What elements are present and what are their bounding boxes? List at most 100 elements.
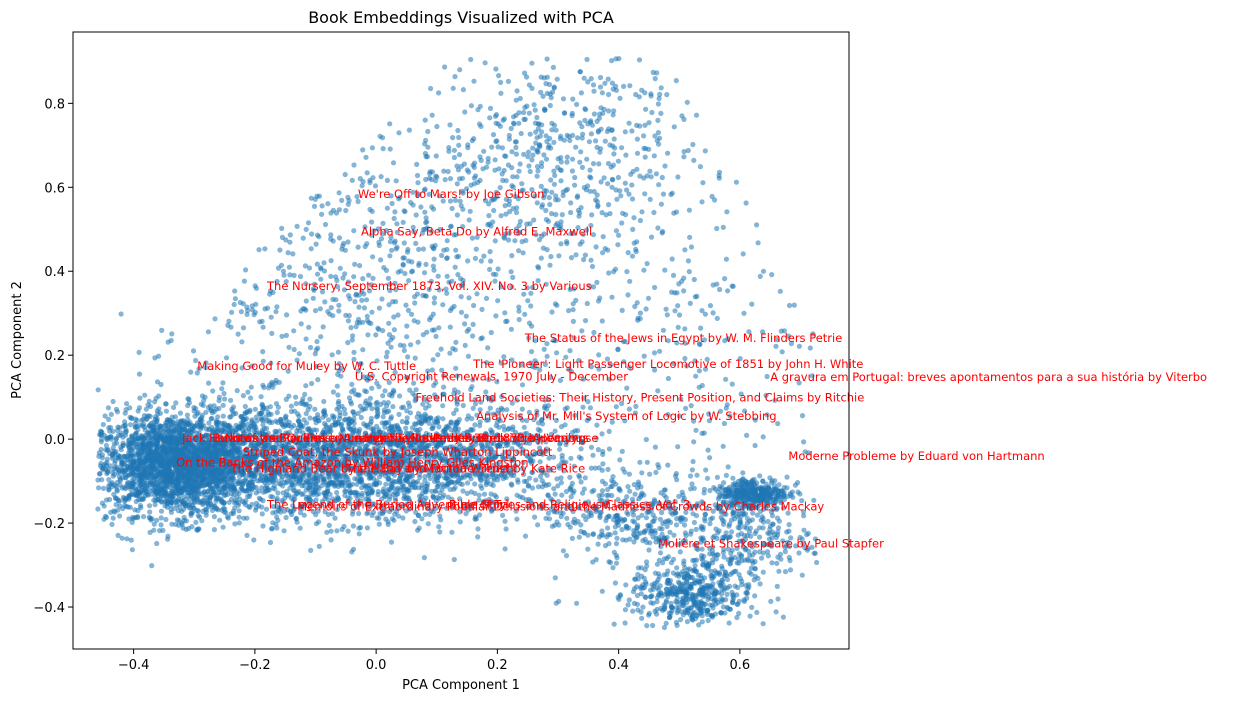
data-point xyxy=(481,491,488,497)
data-point xyxy=(157,528,163,534)
data-point xyxy=(184,412,190,418)
data-point xyxy=(148,420,154,426)
data-point xyxy=(103,497,110,503)
data-point xyxy=(215,414,221,420)
data-point xyxy=(283,413,289,419)
data-point xyxy=(245,389,251,395)
data-point xyxy=(110,515,116,521)
data-point xyxy=(106,477,112,483)
data-point xyxy=(416,525,422,531)
data-point xyxy=(297,525,303,531)
data-point xyxy=(154,476,160,483)
data-point xyxy=(291,422,297,429)
data-point xyxy=(117,453,123,459)
data-point xyxy=(297,478,303,484)
data-point xyxy=(304,401,310,407)
data-point xyxy=(245,483,252,489)
data-point xyxy=(109,521,115,528)
data-point xyxy=(149,516,155,522)
data-point xyxy=(135,476,141,482)
data-point xyxy=(222,485,228,491)
data-point xyxy=(267,539,274,546)
data-point xyxy=(201,475,208,481)
data-point xyxy=(233,422,239,428)
data-point xyxy=(259,511,265,517)
data-point xyxy=(606,446,613,452)
data-point xyxy=(496,424,502,430)
data-point xyxy=(232,288,238,294)
data-point xyxy=(231,411,237,417)
data-point xyxy=(644,459,650,465)
data-point xyxy=(123,472,129,478)
data-point xyxy=(705,447,711,453)
data-point xyxy=(126,516,132,522)
data-point xyxy=(383,481,389,487)
data-point xyxy=(336,398,342,404)
data-point xyxy=(145,402,151,408)
data-point xyxy=(122,410,128,416)
data-point xyxy=(403,425,409,431)
data-point xyxy=(132,416,139,422)
data-point xyxy=(162,447,168,453)
data-point xyxy=(558,475,564,481)
data-point xyxy=(335,392,341,398)
data-point xyxy=(588,465,594,471)
data-point xyxy=(151,521,157,527)
data-point xyxy=(176,475,182,481)
data-point xyxy=(382,388,388,394)
data-point xyxy=(158,515,164,521)
data-point xyxy=(117,478,123,484)
data-point xyxy=(310,295,316,301)
data-point xyxy=(286,419,292,425)
data-point xyxy=(339,403,345,409)
data-point xyxy=(236,514,242,520)
data-point xyxy=(259,504,265,510)
data-point xyxy=(203,509,209,515)
data-point xyxy=(240,393,246,399)
data-point xyxy=(350,333,356,339)
data-point xyxy=(253,490,259,496)
data-point xyxy=(152,488,158,494)
data-point xyxy=(167,478,173,485)
data-point xyxy=(231,446,237,452)
data-point xyxy=(167,472,173,478)
data-point xyxy=(326,417,332,423)
data-point xyxy=(234,388,240,394)
data-point xyxy=(256,411,262,417)
data-point xyxy=(283,396,289,402)
data-point xyxy=(126,495,132,501)
data-point xyxy=(451,486,457,492)
data-point xyxy=(427,475,433,482)
data-point xyxy=(421,555,427,561)
data-point xyxy=(120,468,126,474)
data-point xyxy=(236,490,242,497)
data-point xyxy=(183,526,189,533)
data-point xyxy=(154,540,160,547)
data-point xyxy=(529,485,536,491)
data-point xyxy=(457,481,463,487)
data-point xyxy=(436,524,442,530)
data-point xyxy=(594,422,600,428)
data-point xyxy=(152,502,158,508)
data-point xyxy=(558,424,565,430)
data-point xyxy=(115,427,121,434)
data-point xyxy=(152,493,158,499)
data-point xyxy=(128,480,134,486)
data-point xyxy=(136,371,143,377)
data-point xyxy=(457,519,463,525)
data-point xyxy=(163,490,169,497)
data-point xyxy=(306,324,312,330)
data-point xyxy=(472,481,478,487)
data-point xyxy=(251,476,257,482)
data-point xyxy=(161,458,167,464)
data-point xyxy=(216,405,222,412)
data-point xyxy=(129,547,135,553)
data-point xyxy=(199,422,205,428)
data-point xyxy=(470,405,476,411)
data-point xyxy=(304,420,310,426)
data-point xyxy=(173,521,179,528)
data-point xyxy=(269,525,275,532)
data-point xyxy=(600,451,606,457)
data-point xyxy=(422,489,428,495)
data-point xyxy=(113,436,119,442)
